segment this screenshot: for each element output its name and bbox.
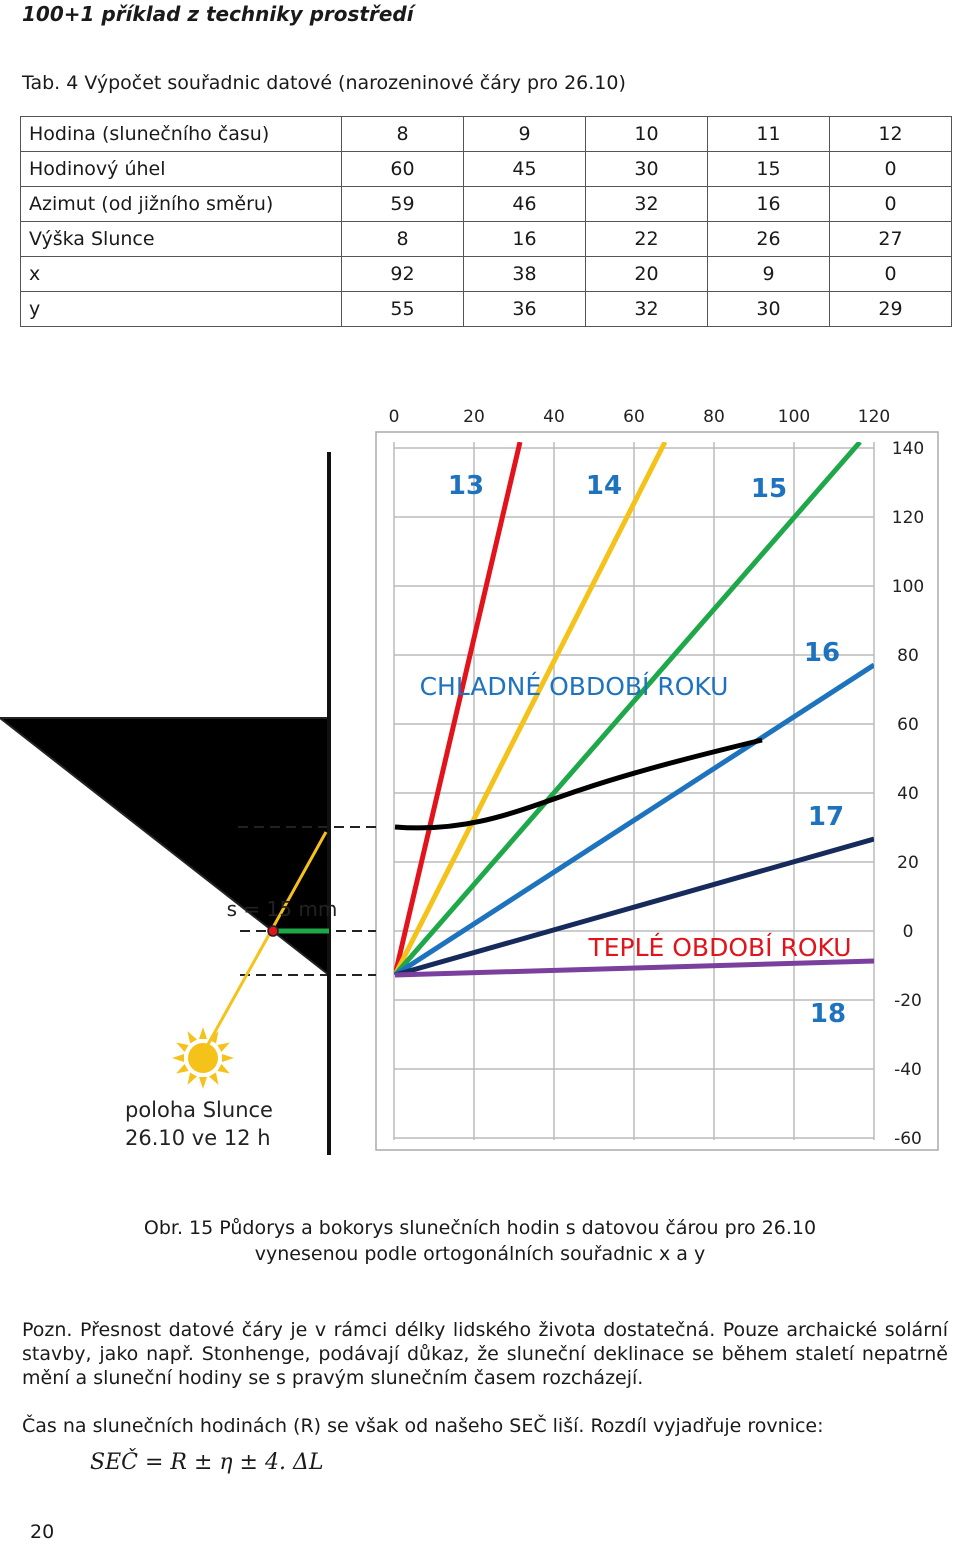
x-tick-label: 0 [389,407,400,427]
y-tick-label: 120 [892,508,924,528]
y-tick-label: 60 [897,715,919,735]
table-cell: 29 [829,291,952,327]
page-number: 20 [30,1521,55,1543]
shadow-triangle [0,717,330,978]
hour-label-15: 15 [751,474,787,504]
table-cell: 16 [463,221,586,257]
table-cell: 26 [707,221,830,257]
x-tick-label: 60 [623,407,645,427]
table-cell: 10 [585,116,708,152]
warm-period-label: TEPLÉ OBDOBÍ ROKU [587,933,851,962]
y-tick-label: -20 [894,991,922,1011]
formula: SEČ = R ± η ± 4. ΔL [90,1450,324,1475]
x-tick-label: 40 [543,407,565,427]
hour-label-17: 17 [808,802,844,832]
figure-caption-1: Obr. 15 Půdorys a bokorys slunečních hod… [143,1217,817,1239]
y-tick-label: 40 [897,784,919,804]
x-tick-label: 100 [778,407,810,427]
gnomon-label: s = 15 mm [227,897,338,921]
table-row: Výška Slunce 8 16 22 26 27 [20,221,952,257]
hour-line-14 [394,442,668,977]
page-header: 100+1 příklad z techniky prostředí [22,2,414,26]
table-row: Hodina (slunečního času) 8 9 10 11 12 [20,116,952,152]
table-cell: 8 [341,116,464,152]
table-cell: 16 [707,186,830,222]
table-cell: 0 [829,151,952,187]
date-line [394,737,763,831]
y-tick-label: -40 [894,1060,922,1080]
hour-label-16: 16 [804,638,840,668]
table-row: Hodinový úhel 60 45 30 15 0 [20,151,952,187]
row-label: Hodinový úhel [20,151,342,187]
y-tick-label: 0 [903,922,914,942]
note-paragraph: Pozn. Přesnost datové čáry je v rámci dé… [22,1319,948,1389]
hour-line-17 [394,836,874,978]
table-cell: 55 [341,291,464,327]
x-tick-label: 120 [858,407,890,427]
table-cell: 38 [463,256,586,292]
gnomon-tip [267,925,279,937]
sun-position-label-1: poloha Slunce [125,1098,273,1122]
sun-ray [204,831,328,1049]
table-cell: 32 [585,186,708,222]
row-label: Azimut (od jižního směru) [20,186,342,222]
hour-label-13: 13 [448,471,484,501]
x-tick-label: 80 [703,407,725,427]
table-row: Azimut (od jižního směru) 59 46 32 16 0 [20,186,952,222]
sun-position-label-2: 26.10 ve 12 h [125,1126,271,1150]
table-cell: 30 [585,151,708,187]
table-cell: 30 [707,291,830,327]
sun-icon [172,1027,234,1089]
table-cell: 36 [463,291,586,327]
table-cell: 15 [707,151,830,187]
y-tick-label: 80 [897,646,919,666]
hour-label-18: 18 [810,999,846,1029]
grid [393,442,875,1140]
table-cell: 92 [341,256,464,292]
table-cell: 45 [463,151,586,187]
table-cell: 46 [463,186,586,222]
table-cell: 0 [829,186,952,222]
table-row: x 92 38 20 9 0 [20,256,952,292]
table-cell: 59 [341,186,464,222]
table-cell: 9 [707,256,830,292]
y-tick-label: 140 [892,439,924,459]
table-cell: 9 [463,116,586,152]
row-label: x [20,256,342,292]
table-cell: 12 [829,116,952,152]
table-cell: 60 [341,151,464,187]
figure-caption-2: vynesenou podle ortogonálních souřadnic … [254,1243,706,1265]
table-cell: 20 [585,256,708,292]
table-caption: Tab. 4 Výpočet souřadnic datové (narozen… [22,72,626,94]
hour-line-18 [394,958,874,978]
y-tick-label: -60 [894,1129,922,1149]
row-label: y [20,291,342,327]
time-note: Čas na slunečních hodinách (R) se však o… [22,1415,824,1437]
x-tick-label: 20 [463,407,485,427]
y-tick-label: 20 [897,853,919,873]
y-tick-label: 100 [892,577,924,597]
table-cell: 27 [829,221,952,257]
table-cell: 22 [585,221,708,257]
hour-line-13 [394,442,523,976]
coordinates-table: Hodina (slunečního času) 8 9 10 11 12 Hodinový… [20,116,952,327]
hour-line-15 [394,442,862,977]
table-cell: 8 [341,221,464,257]
row-label: Hodina (slunečního času) [20,116,342,152]
hour-label-14: 14 [586,471,622,501]
table-row: y 55 36 32 30 29 [20,291,952,327]
sundial-figure: 0 20 40 60 80 100 120 140120100806040200-20-40… [0,407,939,1155]
row-label: Výška Slunce [20,221,342,257]
hour-line-16 [394,662,874,978]
grid-frame [375,431,939,1151]
table-cell: 32 [585,291,708,327]
table-cell: 0 [829,256,952,292]
cold-period-label: CHLADNÉ OBDOBÍ ROKU [420,672,729,701]
table-cell: 11 [707,116,830,152]
